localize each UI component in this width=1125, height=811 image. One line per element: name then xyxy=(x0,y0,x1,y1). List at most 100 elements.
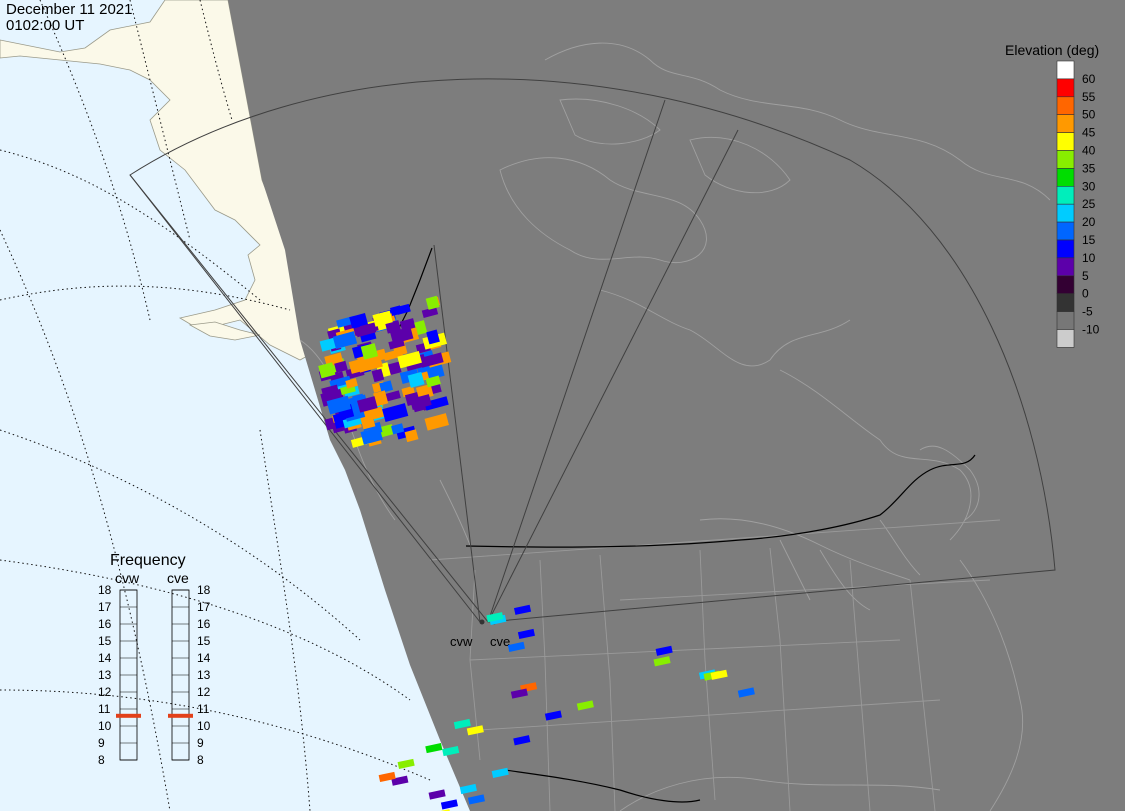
echo-points xyxy=(378,604,755,811)
frequency-tick-label: 10 xyxy=(98,719,112,733)
frequency-tick-label: 12 xyxy=(98,685,112,699)
legend-swatch xyxy=(1056,168,1075,187)
legend-swatch xyxy=(1056,329,1075,348)
echo-point xyxy=(737,687,755,698)
legend-swatch xyxy=(1056,60,1075,80)
echo-point xyxy=(513,604,532,615)
legend-label: 10 xyxy=(1082,251,1096,265)
legend-label: 5 xyxy=(1082,269,1089,283)
echo-point xyxy=(467,794,485,805)
echo-point xyxy=(373,390,389,407)
echo-point xyxy=(318,362,336,379)
echo-cluster-northwest xyxy=(318,295,452,448)
echo-point xyxy=(385,320,401,334)
frequency-marker xyxy=(116,713,141,718)
frequency-tick-label: 10 xyxy=(197,719,211,733)
night-region xyxy=(228,0,1125,811)
echo-point xyxy=(397,350,422,369)
frequency-title: Frequency xyxy=(110,552,186,569)
echo-point xyxy=(424,413,449,431)
legend-label: 30 xyxy=(1082,179,1096,193)
frequency-marker xyxy=(168,713,193,718)
echo-point xyxy=(390,326,414,344)
frequency-panel: Frequency cvw cve 18 17 16 15 14 13 12 11 10 9 8 18… xyxy=(98,552,211,767)
echo-point xyxy=(486,612,504,623)
legend-label: 20 xyxy=(1082,215,1096,229)
echo-point xyxy=(382,348,404,362)
echo-point xyxy=(507,641,525,652)
frequency-tick-label: 14 xyxy=(98,651,112,665)
echo-point xyxy=(517,628,535,640)
legend-swatch xyxy=(1056,186,1075,205)
echo-point xyxy=(389,305,403,317)
echo-point xyxy=(459,783,477,795)
legend-label: -10 xyxy=(1082,323,1100,337)
legend-label: 40 xyxy=(1082,144,1096,158)
echo-point xyxy=(414,320,428,336)
legend-label: 25 xyxy=(1082,197,1096,211)
echo-point xyxy=(407,371,425,388)
frequency-tick-label: 15 xyxy=(197,634,211,648)
frequency-tick-label: 9 xyxy=(197,736,204,750)
echo-point xyxy=(491,767,509,778)
legend-label: 55 xyxy=(1082,90,1096,104)
frequency-tick-label: 11 xyxy=(98,702,111,716)
echo-point xyxy=(332,331,358,350)
echo-point xyxy=(442,745,460,757)
radar-fov xyxy=(129,78,1056,623)
radar-label-cve: cve xyxy=(490,634,510,649)
frequency-tick-label: 13 xyxy=(98,668,112,682)
frequency-tick-label: 18 xyxy=(197,583,211,597)
frequency-tick-label: 15 xyxy=(98,634,112,648)
echo-point xyxy=(544,710,562,721)
legend-label: 35 xyxy=(1082,161,1096,175)
echo-point xyxy=(334,360,348,373)
legend-swatch xyxy=(1056,96,1075,116)
radar-sites: cvw cve xyxy=(450,619,510,649)
legend-label: 0 xyxy=(1082,287,1089,301)
echo-point xyxy=(360,343,379,360)
echo-point xyxy=(453,718,471,730)
frequency-radar-label-cvw: cvw xyxy=(115,570,140,586)
legend-swatch xyxy=(1056,257,1075,277)
legend-label: 45 xyxy=(1082,126,1096,140)
lat-lon-grid xyxy=(0,0,431,811)
legend-swatch xyxy=(1056,293,1075,312)
echo-point xyxy=(382,403,409,423)
frequency-tick-label: 11 xyxy=(197,702,210,716)
radar-label-cvw: cvw xyxy=(450,634,473,649)
frequency-tick-label: 8 xyxy=(197,753,204,767)
frequency-tick-label: 12 xyxy=(197,685,211,699)
echo-point xyxy=(428,789,446,800)
legend-swatch xyxy=(1056,275,1075,294)
echo-point xyxy=(372,310,393,327)
legend-swatch xyxy=(1056,132,1075,151)
echo-point xyxy=(576,700,594,711)
echo-point xyxy=(321,384,340,400)
frequency-tick-label: 13 xyxy=(197,668,211,682)
frequency-tick-label: 9 xyxy=(98,736,105,750)
echo-point xyxy=(425,375,441,388)
frequency-tick-label: 18 xyxy=(98,583,112,597)
legend-swatch xyxy=(1056,114,1075,133)
alaska-landmass xyxy=(0,0,319,361)
echo-point xyxy=(421,306,439,318)
echo-point xyxy=(349,312,369,329)
legend-label: -5 xyxy=(1082,305,1093,319)
echo-point xyxy=(397,758,415,769)
alaska-island xyxy=(188,321,261,341)
echo-point xyxy=(409,394,432,410)
frequency-tick-label: 17 xyxy=(197,600,211,614)
echo-point xyxy=(391,423,405,435)
legend-swatch xyxy=(1056,221,1075,241)
echo-point xyxy=(655,645,673,656)
legend-swatch xyxy=(1056,239,1075,259)
echo-point xyxy=(426,329,440,345)
echo-point xyxy=(513,735,531,746)
frequency-tick-label: 16 xyxy=(98,617,112,631)
echo-point xyxy=(510,688,528,699)
echo-point xyxy=(466,725,484,736)
echo-point xyxy=(378,771,396,783)
frequency-tick-label: 14 xyxy=(197,651,211,665)
